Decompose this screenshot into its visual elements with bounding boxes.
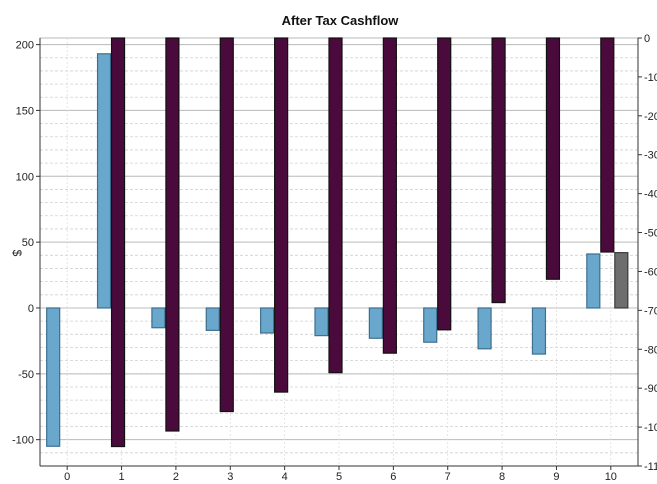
left-tick-label: 200: [16, 40, 34, 52]
bar: [545, 37, 561, 280]
left-tick-label: 100: [16, 171, 34, 183]
right-tick-label: -80: [644, 344, 657, 356]
bar: [274, 37, 289, 393]
bar: [96, 53, 112, 309]
right-tick-label: -100: [644, 422, 657, 434]
bar: [477, 307, 492, 350]
right-tick-label: -60: [644, 266, 657, 278]
left-tick-label: 50: [22, 237, 34, 249]
bar: [531, 307, 547, 355]
bar: [151, 307, 166, 329]
chart-title: After Tax Cashflow: [282, 13, 400, 28]
bar: [614, 252, 629, 309]
x-tick-label: 10: [605, 471, 617, 483]
x-tick-label: 3: [227, 471, 233, 483]
bar: [260, 307, 275, 334]
left-tick-label: 150: [16, 105, 34, 117]
x-tick-label: 1: [118, 471, 124, 483]
x-tick-label: 0: [64, 471, 70, 483]
bar: [600, 37, 615, 253]
bar: [205, 307, 220, 331]
right-tick-label: -50: [644, 228, 657, 240]
bar: [46, 307, 61, 447]
bar: [110, 37, 126, 448]
bar: [314, 307, 329, 337]
bar: [586, 253, 601, 309]
bar: [328, 37, 343, 374]
right-tick-label: -10: [644, 72, 657, 84]
right-tick-label: -110: [644, 461, 657, 473]
x-tick-label: 5: [336, 471, 342, 483]
y-axis-title: $: [10, 250, 24, 257]
right-tick-label: -90: [644, 383, 657, 395]
bar: [437, 37, 452, 331]
tick-labels: 200150100500-50-1000-10-20-30-40-50-60-7…: [12, 33, 657, 483]
right-tick-label: -70: [644, 305, 657, 317]
bars: [46, 37, 629, 448]
bar: [165, 37, 180, 432]
bar: [491, 37, 506, 304]
bar: [219, 37, 234, 413]
x-tick-label: 8: [499, 471, 505, 483]
right-tick-label: -20: [644, 111, 657, 123]
x-tick-label: 6: [390, 471, 396, 483]
axes: [36, 37, 642, 470]
left-tick-label: 0: [28, 303, 34, 315]
x-tick-label: 2: [173, 471, 179, 483]
left-tick-label: -100: [12, 435, 34, 447]
right-tick-label: -30: [644, 150, 657, 162]
left-tick-label: -50: [18, 369, 34, 381]
right-tick-label: 0: [644, 33, 650, 45]
bar: [423, 307, 438, 343]
x-tick-label: 9: [553, 471, 559, 483]
x-tick-label: 7: [445, 471, 451, 483]
bar: [368, 307, 383, 339]
bar: [382, 37, 397, 354]
right-tick-label: -40: [644, 189, 657, 201]
x-tick-label: 4: [282, 471, 288, 483]
